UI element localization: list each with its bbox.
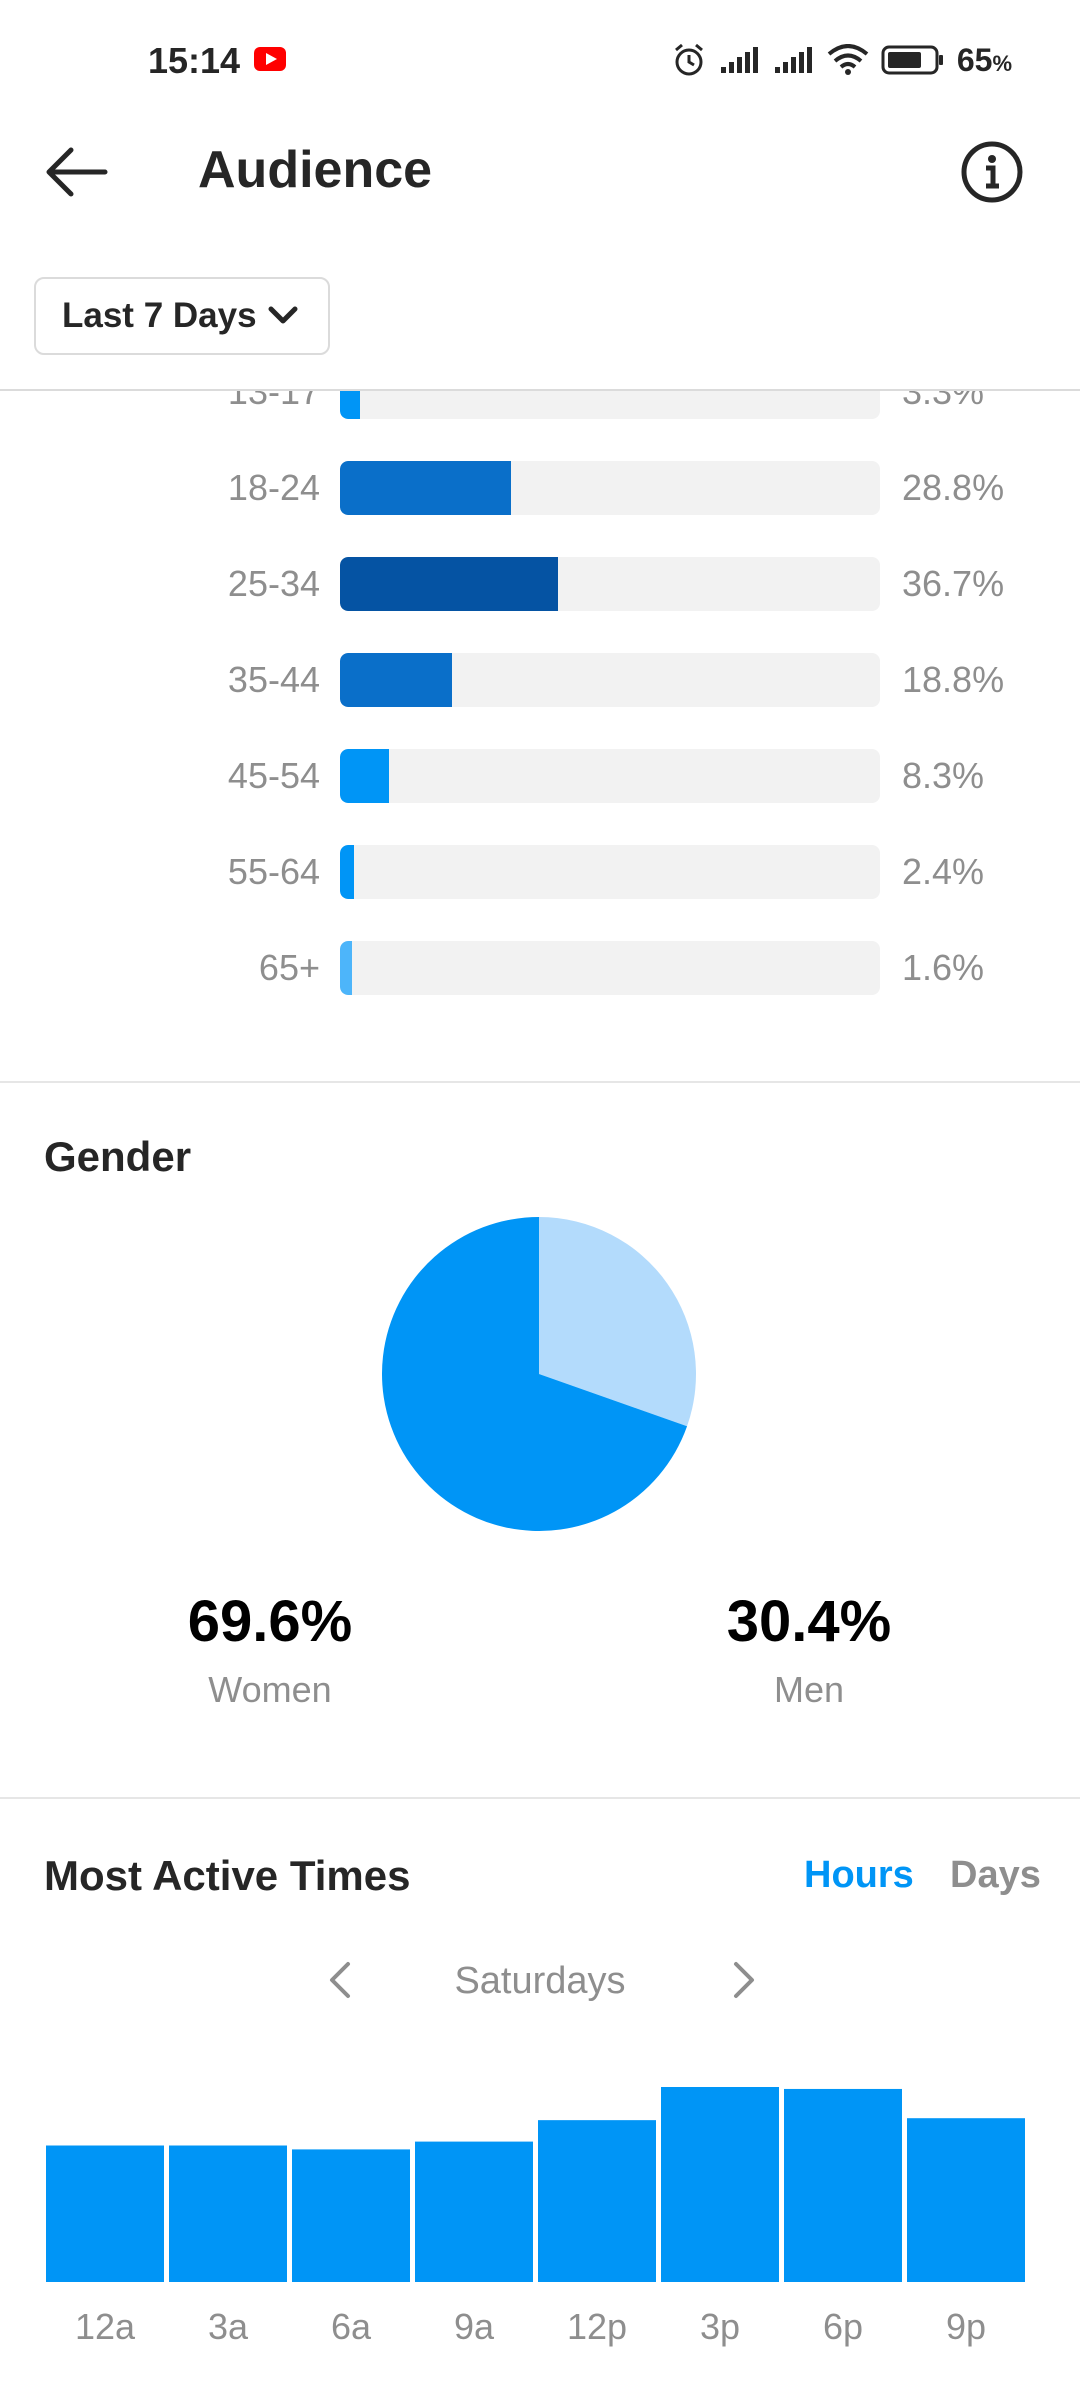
hour-tick-label: 9a [454,2306,495,2347]
hour-tick-label: 3p [700,2306,740,2347]
age-range-bar-track [340,653,880,707]
tab-days[interactable]: Days [950,1854,1041,1896]
divider [0,1081,1080,1083]
age-range-value: 2.4% [902,851,985,892]
women-stat: 69.6% Women [120,1588,420,1711]
women-percentage: 69.6% [187,1589,353,1654]
next-day-button[interactable] [714,1950,774,2010]
hour-tick-label: 9p [946,2306,986,2347]
date-range-label: Last 7 Days [62,296,257,335]
age-range-row: 25-34 36.7% [0,557,1080,611]
age-range-bar [340,749,390,803]
age-range-row: 65+ 1.6% [0,941,1080,995]
day-label: Saturdays [454,1960,626,2002]
age-range-chart: 13-17 3.3% 18-24 28.8% 25-34 36.7% 35-44 18.8% 4… [0,391,1080,1081]
age-range-label: 65+ [258,947,320,988]
divider [0,389,1080,391]
age-range-bar [340,653,452,707]
hour-bar [292,2149,410,2282]
hour-bar [46,2145,164,2282]
age-range-value: 28.8% [902,467,1005,508]
info-icon [961,141,1023,203]
hour-bar [415,2141,533,2282]
age-range-label: 25-34 [227,563,320,604]
date-range-dropdown[interactable]: Last 7 Days [34,277,330,355]
age-range-label: 45-54 [227,755,320,796]
age-range-label: 18-24 [227,467,320,508]
tab-hours[interactable]: Hours [804,1854,914,1896]
men-label: Men [773,1669,845,1710]
age-range-value: 1.6% [902,947,985,988]
hour-tick-label: 12a [75,2306,136,2347]
hour-bar [169,2145,287,2282]
chevron-left-icon [330,1962,350,1998]
page-title: Audience [198,141,433,199]
status-icons: 65% [671,38,1012,82]
status-time: 15:14 [148,40,241,81]
alarm-icon [674,43,703,76]
status-bar: 15:14 [0,0,1080,120]
age-range-bar [340,557,558,611]
gender-title: Gender [44,1133,192,1180]
hour-bar [907,2118,1025,2282]
age-range-value: 18.8% [902,659,1005,700]
age-range-row: 45-54 8.3% [0,749,1080,803]
signal-icon [774,47,812,73]
most-active-times-title: Most Active Times [44,1852,411,1899]
age-range-bar-track [340,461,880,515]
age-range-bar [340,845,355,899]
chevron-right-icon [734,1962,754,1998]
signal-icon [720,47,758,73]
hour-bar [784,2088,902,2282]
age-range-bar [340,941,352,995]
hour-bar [538,2120,656,2282]
age-range-row: 35-44 18.8% [0,653,1080,707]
battery-icon [881,45,943,75]
age-range-bar [340,391,360,419]
hour-tick-label: 3a [208,2306,249,2347]
info-button[interactable] [952,132,1032,212]
age-range-value: 3.3% [902,391,985,412]
day-navigator: Saturdays [0,1950,1080,2020]
age-range-bar [340,461,512,515]
divider [0,1797,1080,1799]
arrow-left-icon [46,147,108,197]
age-range-label: 13-17 [227,391,320,412]
previous-day-button[interactable] [310,1950,370,2010]
age-range-value: 8.3% [902,755,985,796]
battery-percentage: 65% [956,41,1012,78]
age-range-bar-track [340,557,880,611]
hour-bar [661,2087,779,2282]
pie-slice-men [539,1217,696,1427]
pie-slice-women [382,1217,688,1531]
youtube-icon [254,47,286,71]
age-range-bar-track [340,941,880,995]
hour-tick-label: 12p [567,2306,627,2347]
chevron-down-icon [268,306,298,324]
men-stat: 30.4% Men [659,1588,959,1711]
age-range-row: 55-64 2.4% [0,845,1080,899]
hour-tick-label: 6p [823,2306,863,2347]
age-range-bar-track [340,845,880,899]
age-range-row: 18-24 28.8% [0,461,1080,515]
most-active-hours-chart: 12a 3a 6a 9a 12p 3p 6p 9p [46,2087,1025,2347]
age-range-bar-track [340,391,880,419]
back-button[interactable] [36,132,116,212]
age-range-value: 36.7% [902,563,1005,604]
wifi-icon [827,44,869,75]
age-range-label: 35-44 [227,659,320,700]
gender-pie-chart [382,1217,696,1531]
men-percentage: 30.4% [726,1589,892,1654]
women-label: Women [208,1669,332,1710]
age-range-bar-track [340,749,880,803]
header: Audience [0,120,1080,280]
age-range-label: 55-64 [227,851,320,892]
age-range-row: 13-17 3.3% [0,391,1080,419]
hour-tick-label: 6a [331,2306,372,2347]
